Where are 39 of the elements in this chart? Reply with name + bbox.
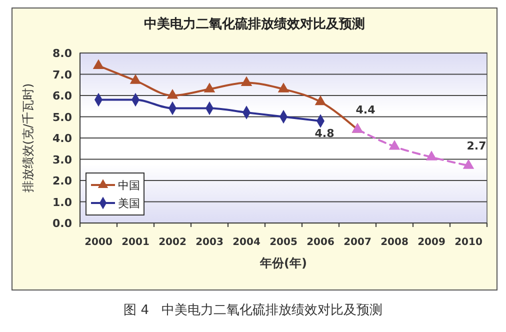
data-label: 4.8 <box>314 127 334 140</box>
y-tick-label: 0.0 <box>52 217 72 230</box>
x-axis-title: 年份(年) <box>259 256 307 270</box>
x-tick-label: 2003 <box>196 237 224 248</box>
data-label: 2.7 <box>466 140 486 153</box>
point <box>278 82 290 92</box>
point <box>462 159 474 169</box>
x-tick-label: 2007 <box>344 237 372 248</box>
point <box>388 140 400 150</box>
x-tick-label: 2005 <box>270 237 298 248</box>
chart-title: 中美电力二氧化硫排放绩效对比及预测 <box>144 16 365 32</box>
y-tick-label: 8.0 <box>52 47 72 60</box>
x-tick-label: 2004 <box>232 237 260 248</box>
y-tick-label: 1.0 <box>52 196 72 209</box>
point <box>426 150 438 160</box>
point <box>204 82 216 92</box>
x-tick-label: 2001 <box>122 237 150 248</box>
point <box>314 95 326 106</box>
point <box>130 74 142 84</box>
y-tick-label: 3.0 <box>52 153 72 166</box>
y-tick-label: 6.0 <box>52 90 72 102</box>
y-tick-label: 5.0 <box>52 110 72 124</box>
y-tick-label: 2.0 <box>52 174 72 188</box>
x-tick-label: 2002 <box>158 237 186 248</box>
y-tick-label: 4.0 <box>52 132 72 145</box>
legend-label: 中国 <box>118 179 140 192</box>
y-axis-title: 排放绩效(克/千瓦时) <box>21 83 35 193</box>
x-tick-label: 2000 <box>84 237 112 248</box>
data-label: 4.4 <box>356 104 376 116</box>
x-tick-label: 2006 <box>306 237 334 248</box>
legend-label: 美国 <box>118 197 140 210</box>
caption: 图 4 中美电力二氧化硫排放绩效对比及预测 <box>124 302 382 318</box>
x-tick-label: 2009 <box>418 237 446 248</box>
point <box>166 88 178 99</box>
x-tick-label: 2010 <box>454 237 482 248</box>
x-tick-label: 2008 <box>380 237 408 248</box>
y-tick-label: 7.0 <box>52 68 72 82</box>
point <box>240 76 252 86</box>
point <box>92 59 104 70</box>
